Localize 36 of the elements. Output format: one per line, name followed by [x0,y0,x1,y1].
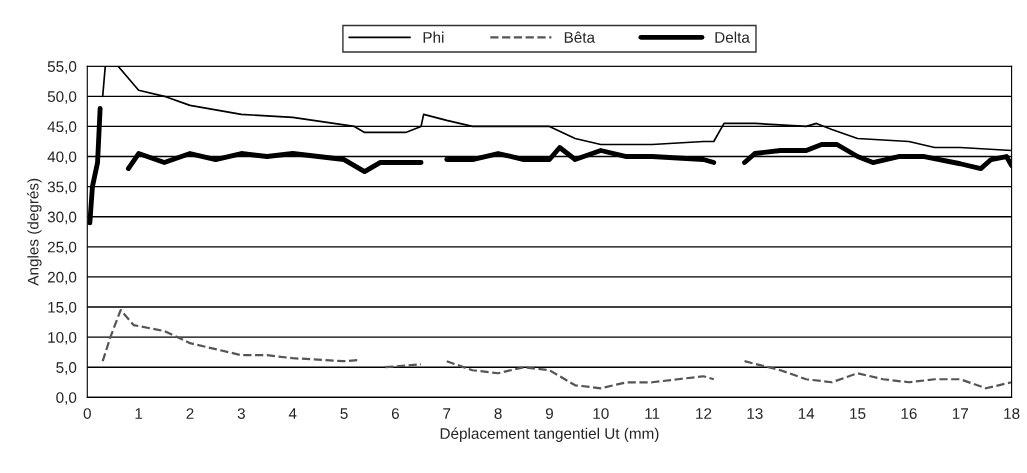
x-tick-label: 16 [901,408,917,419]
x-tick-label: 18 [1004,408,1020,419]
x-tick-label: 11 [645,408,660,419]
x-tick-label: 5 [340,408,348,419]
y-tick-label: 15,0 [48,301,77,315]
x-tick-label: 15 [850,408,866,419]
y-tick-label: 35,0 [47,181,77,195]
x-tick-label: 9 [545,408,553,419]
y-tick-label: 10,0 [48,331,77,345]
y-tick-label: 25,0 [47,241,77,255]
y-tick-label: 20,0 [47,271,77,285]
legend-label: Bêta [564,31,596,43]
x-tick-label: 13 [747,408,763,419]
x-tick-label: 0 [83,408,91,419]
y-tick-label: 50,0 [47,91,77,104]
x-tick-label: 12 [696,408,712,419]
y-axis-title: Angles (degrés) [27,178,42,286]
x-tick-label: 17 [952,408,968,419]
x-tick-label: 14 [798,408,815,419]
y-tick-label: 40,0 [47,151,77,165]
x-tick-label: 6 [391,408,399,419]
y-tick-label: 5,0 [56,362,77,375]
x-tick-label: 10 [593,408,609,419]
legend-label: Phi [423,31,444,43]
x-tick-label: 8 [494,408,502,419]
y-tick-label: 55,0 [47,61,77,74]
y-tick-label: 0,0 [56,392,77,405]
x-tick-label: 1 [135,408,143,419]
x-tick-label: 4 [288,408,297,419]
x-tick-label: 3 [237,408,245,419]
y-tick-label: 45,0 [47,121,77,134]
x-tick-label: 2 [186,408,194,419]
legend-label: Delta [715,31,750,43]
x-tick-label: 7 [443,408,451,419]
x-axis-title: Déplacement tangentiel Ut (mm) [440,427,659,442]
y-tick-label: 30,0 [47,211,77,225]
